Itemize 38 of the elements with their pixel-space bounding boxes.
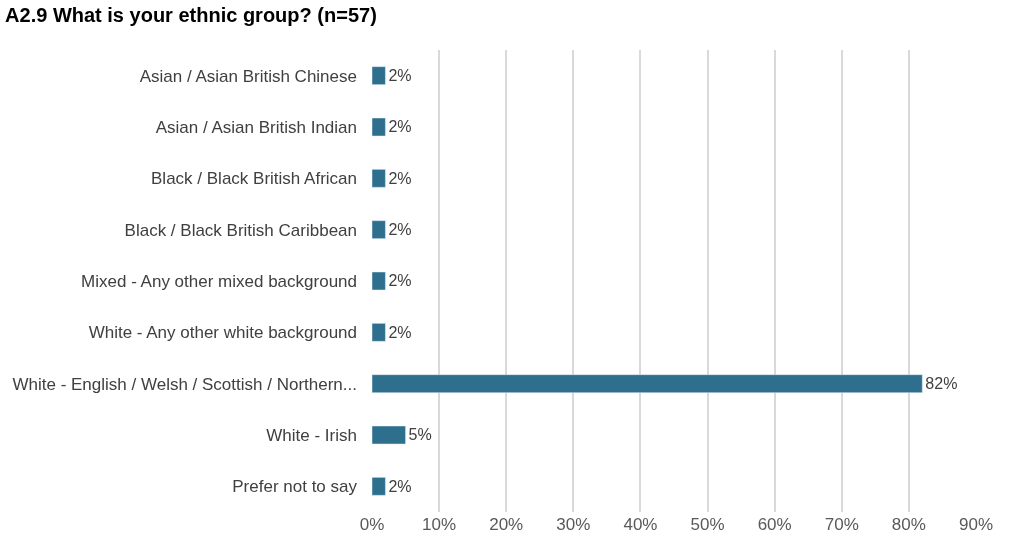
x-tick-label: 60%	[757, 515, 792, 534]
x-tick-label: 80%	[891, 515, 926, 534]
bar	[372, 323, 386, 342]
bar	[372, 374, 923, 393]
data-label: 2%	[388, 168, 412, 187]
data-label: 2%	[388, 322, 412, 341]
x-tick-label: 0%	[359, 515, 385, 534]
y-tick-label: Black / Black British African	[151, 169, 357, 189]
bar	[372, 271, 386, 291]
data-label: 5%	[408, 425, 432, 444]
data-label: 2%	[388, 476, 412, 495]
x-tick-label: 10%	[422, 515, 457, 534]
y-tick-label: Asian / Asian British Chinese	[139, 66, 357, 86]
y-tick-label: Asian / Asian British Indian	[155, 117, 357, 137]
data-label: 2%	[388, 117, 412, 136]
text: A2.9 What is your ethnic group? (n=57)	[5, 4, 377, 27]
bar	[372, 117, 386, 137]
data-label: 2%	[388, 65, 412, 84]
bar	[372, 425, 406, 445]
y-tick-label: Mixed - Any other mixed background	[81, 271, 357, 291]
data-label: 2%	[388, 271, 412, 290]
x-tick-label: 50%	[690, 515, 725, 534]
y-tick-label: Black / Black British Caribbean	[124, 220, 357, 240]
bar	[372, 220, 386, 239]
y-tick-label: White - English / Welsh / Scottish / Northern...	[12, 374, 357, 394]
x-tick-label: 20%	[489, 515, 524, 534]
y-tick-label: Prefer not to say	[232, 477, 358, 497]
y-tick-label: White - Irish	[266, 425, 357, 445]
x-tick-label: 30%	[556, 515, 591, 534]
data-label: 2%	[388, 219, 412, 238]
x-tick-label: 40%	[623, 515, 658, 534]
x-tick-label: 70%	[824, 515, 859, 534]
y-tick-label: White - Any other white background	[88, 323, 357, 343]
data-label: 82%	[925, 373, 958, 392]
x-tick-label: 90%	[958, 515, 994, 534]
bar	[372, 477, 386, 496]
bar	[372, 66, 386, 85]
bar	[372, 169, 386, 188]
